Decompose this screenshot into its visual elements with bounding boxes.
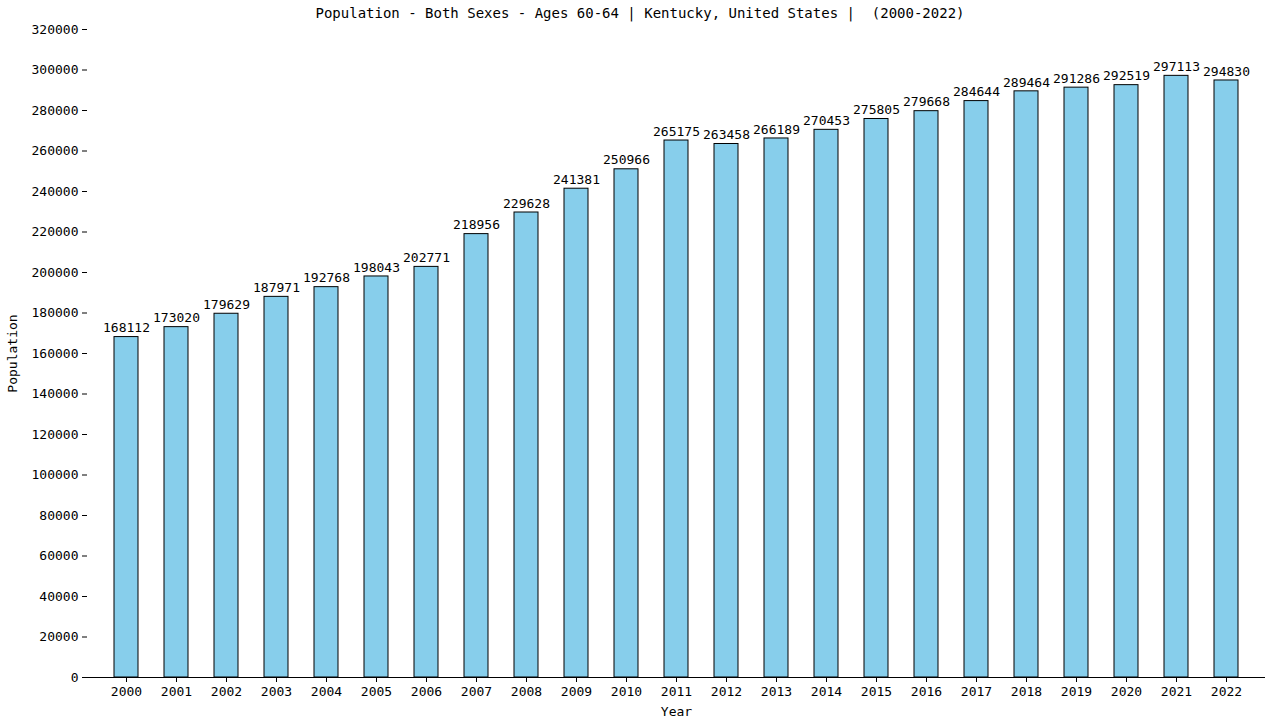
svg-text:275805: 275805 bbox=[853, 102, 900, 117]
svg-text:2019: 2019 bbox=[1061, 684, 1092, 699]
svg-text:2008: 2008 bbox=[511, 684, 542, 699]
svg-text:Year: Year bbox=[661, 704, 692, 719]
svg-text:2016: 2016 bbox=[911, 684, 942, 699]
html-text:Population - Both Sexes - Ages: Population - Both Sexes - Ages 60-64 | K… bbox=[315, 5, 965, 21]
svg-text:60000: 60000 bbox=[39, 548, 78, 563]
svg-text:2020: 2020 bbox=[1111, 684, 1142, 699]
svg-text:80000: 80000 bbox=[39, 508, 78, 523]
svg-text:2005: 2005 bbox=[361, 684, 392, 699]
svg-text:2014: 2014 bbox=[811, 684, 842, 699]
svg-text:Population: Population bbox=[5, 314, 20, 392]
svg-text:2007: 2007 bbox=[461, 684, 492, 699]
svg-text:263458: 263458 bbox=[703, 127, 750, 142]
svg-text:179629: 179629 bbox=[203, 297, 250, 312]
svg-text:2001: 2001 bbox=[161, 684, 192, 699]
svg-text:2006: 2006 bbox=[411, 684, 442, 699]
svg-text:241381: 241381 bbox=[553, 172, 600, 187]
svg-text:2022: 2022 bbox=[1211, 684, 1242, 699]
svg-text:2012: 2012 bbox=[711, 684, 742, 699]
svg-text:266189: 266189 bbox=[753, 122, 800, 137]
svg-text:292519: 292519 bbox=[1103, 68, 1150, 83]
svg-text:100000: 100000 bbox=[32, 467, 79, 482]
svg-text:265175: 265175 bbox=[653, 124, 700, 139]
svg-text:2010: 2010 bbox=[611, 684, 642, 699]
svg-text:202771: 202771 bbox=[403, 250, 450, 265]
svg-text:297113: 297113 bbox=[1153, 59, 1200, 74]
svg-text:2017: 2017 bbox=[961, 684, 992, 699]
svg-text:250966: 250966 bbox=[603, 152, 650, 167]
svg-text:229628: 229628 bbox=[503, 196, 550, 211]
svg-text:2015: 2015 bbox=[861, 684, 892, 699]
svg-text:2021: 2021 bbox=[1161, 684, 1192, 699]
svg-text:2002: 2002 bbox=[211, 684, 242, 699]
svg-text:198043: 198043 bbox=[353, 260, 400, 275]
svg-text:2003: 2003 bbox=[261, 684, 292, 699]
svg-text:140000: 140000 bbox=[32, 386, 79, 401]
svg-text:180000: 180000 bbox=[32, 305, 79, 320]
svg-text:280000: 280000 bbox=[32, 103, 79, 118]
svg-text:2004: 2004 bbox=[311, 684, 342, 699]
svg-text:173020: 173020 bbox=[153, 310, 200, 325]
svg-text:2018: 2018 bbox=[1011, 684, 1042, 699]
svg-text:2011: 2011 bbox=[661, 684, 692, 699]
svg-text:218956: 218956 bbox=[453, 217, 500, 232]
svg-text:289464: 289464 bbox=[1003, 74, 1050, 89]
svg-text:200000: 200000 bbox=[32, 265, 79, 280]
svg-text:20000: 20000 bbox=[39, 629, 78, 644]
svg-text:120000: 120000 bbox=[32, 427, 79, 442]
svg-text:40000: 40000 bbox=[39, 589, 78, 604]
svg-text:192768: 192768 bbox=[303, 270, 350, 285]
svg-text:291286: 291286 bbox=[1053, 71, 1100, 86]
svg-text:168112: 168112 bbox=[103, 320, 150, 335]
svg-text:0: 0 bbox=[71, 670, 79, 685]
svg-text:320000: 320000 bbox=[32, 24, 79, 37]
svg-text:270453: 270453 bbox=[803, 113, 850, 128]
svg-text:2013: 2013 bbox=[761, 684, 792, 699]
svg-text:260000: 260000 bbox=[32, 143, 79, 158]
svg-text:240000: 240000 bbox=[32, 184, 79, 199]
svg-text:2009: 2009 bbox=[561, 684, 592, 699]
svg-text:300000: 300000 bbox=[32, 62, 79, 77]
svg-text:2000: 2000 bbox=[111, 684, 142, 699]
svg-text:160000: 160000 bbox=[32, 346, 79, 361]
svg-text:294830: 294830 bbox=[1203, 64, 1250, 79]
svg-text:284644: 284644 bbox=[953, 84, 1000, 99]
svg-text:220000: 220000 bbox=[32, 224, 79, 239]
svg-text:279668: 279668 bbox=[903, 94, 950, 109]
svg-text:187971: 187971 bbox=[253, 280, 300, 295]
